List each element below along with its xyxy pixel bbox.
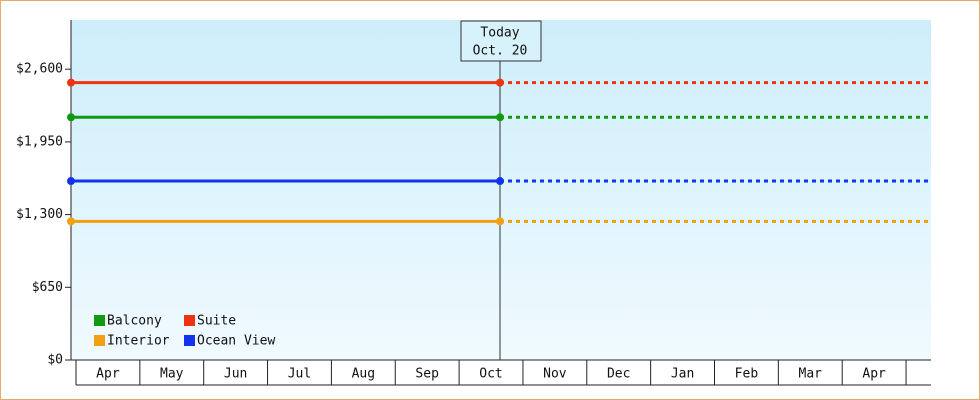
series-point — [496, 217, 504, 226]
legend-label: Ocean View — [197, 334, 275, 349]
legend-label: Suite — [197, 314, 236, 329]
x-tick-label: Mar — [799, 367, 823, 382]
plot-area — [71, 20, 931, 360]
x-tick-label: Oct — [479, 367, 502, 382]
x-tick-label: Dec — [607, 367, 630, 382]
legend-swatch — [184, 335, 195, 346]
series-point — [496, 177, 504, 186]
y-tick-label: $650 — [32, 280, 63, 295]
y-tick-label: $0 — [47, 353, 63, 368]
legend-label: Interior — [107, 334, 170, 349]
x-tick-label: Sep — [415, 367, 439, 382]
x-tick-label: Jan — [671, 367, 694, 382]
legend-label: Balcony — [107, 314, 162, 329]
y-tick-label: $1,300 — [16, 207, 63, 222]
series-point — [67, 113, 75, 122]
series-point — [496, 113, 504, 122]
today-date: Oct. 20 — [473, 44, 528, 59]
legend-swatch — [184, 315, 195, 326]
today-label: Today — [480, 26, 519, 41]
legend-swatch — [94, 335, 105, 346]
x-tick-label: Jul — [288, 367, 311, 382]
y-tick-label: $1,950 — [16, 134, 63, 149]
series-point — [67, 78, 75, 87]
series-point — [67, 217, 75, 226]
x-tick-label: Nov — [543, 367, 567, 382]
series-point — [496, 78, 504, 87]
x-tick-label: Feb — [735, 367, 759, 382]
series-point — [67, 177, 75, 186]
x-tick-label: May — [160, 367, 184, 382]
legend-swatch — [94, 315, 105, 326]
today-box — [460, 20, 542, 62]
x-tick-label: Apr — [862, 367, 886, 382]
y-tick-label: $2,600 — [16, 62, 63, 77]
x-tick-label: Jun — [224, 367, 247, 382]
x-tick-label: Aug — [352, 367, 375, 382]
x-tick-label: Apr — [96, 367, 120, 382]
